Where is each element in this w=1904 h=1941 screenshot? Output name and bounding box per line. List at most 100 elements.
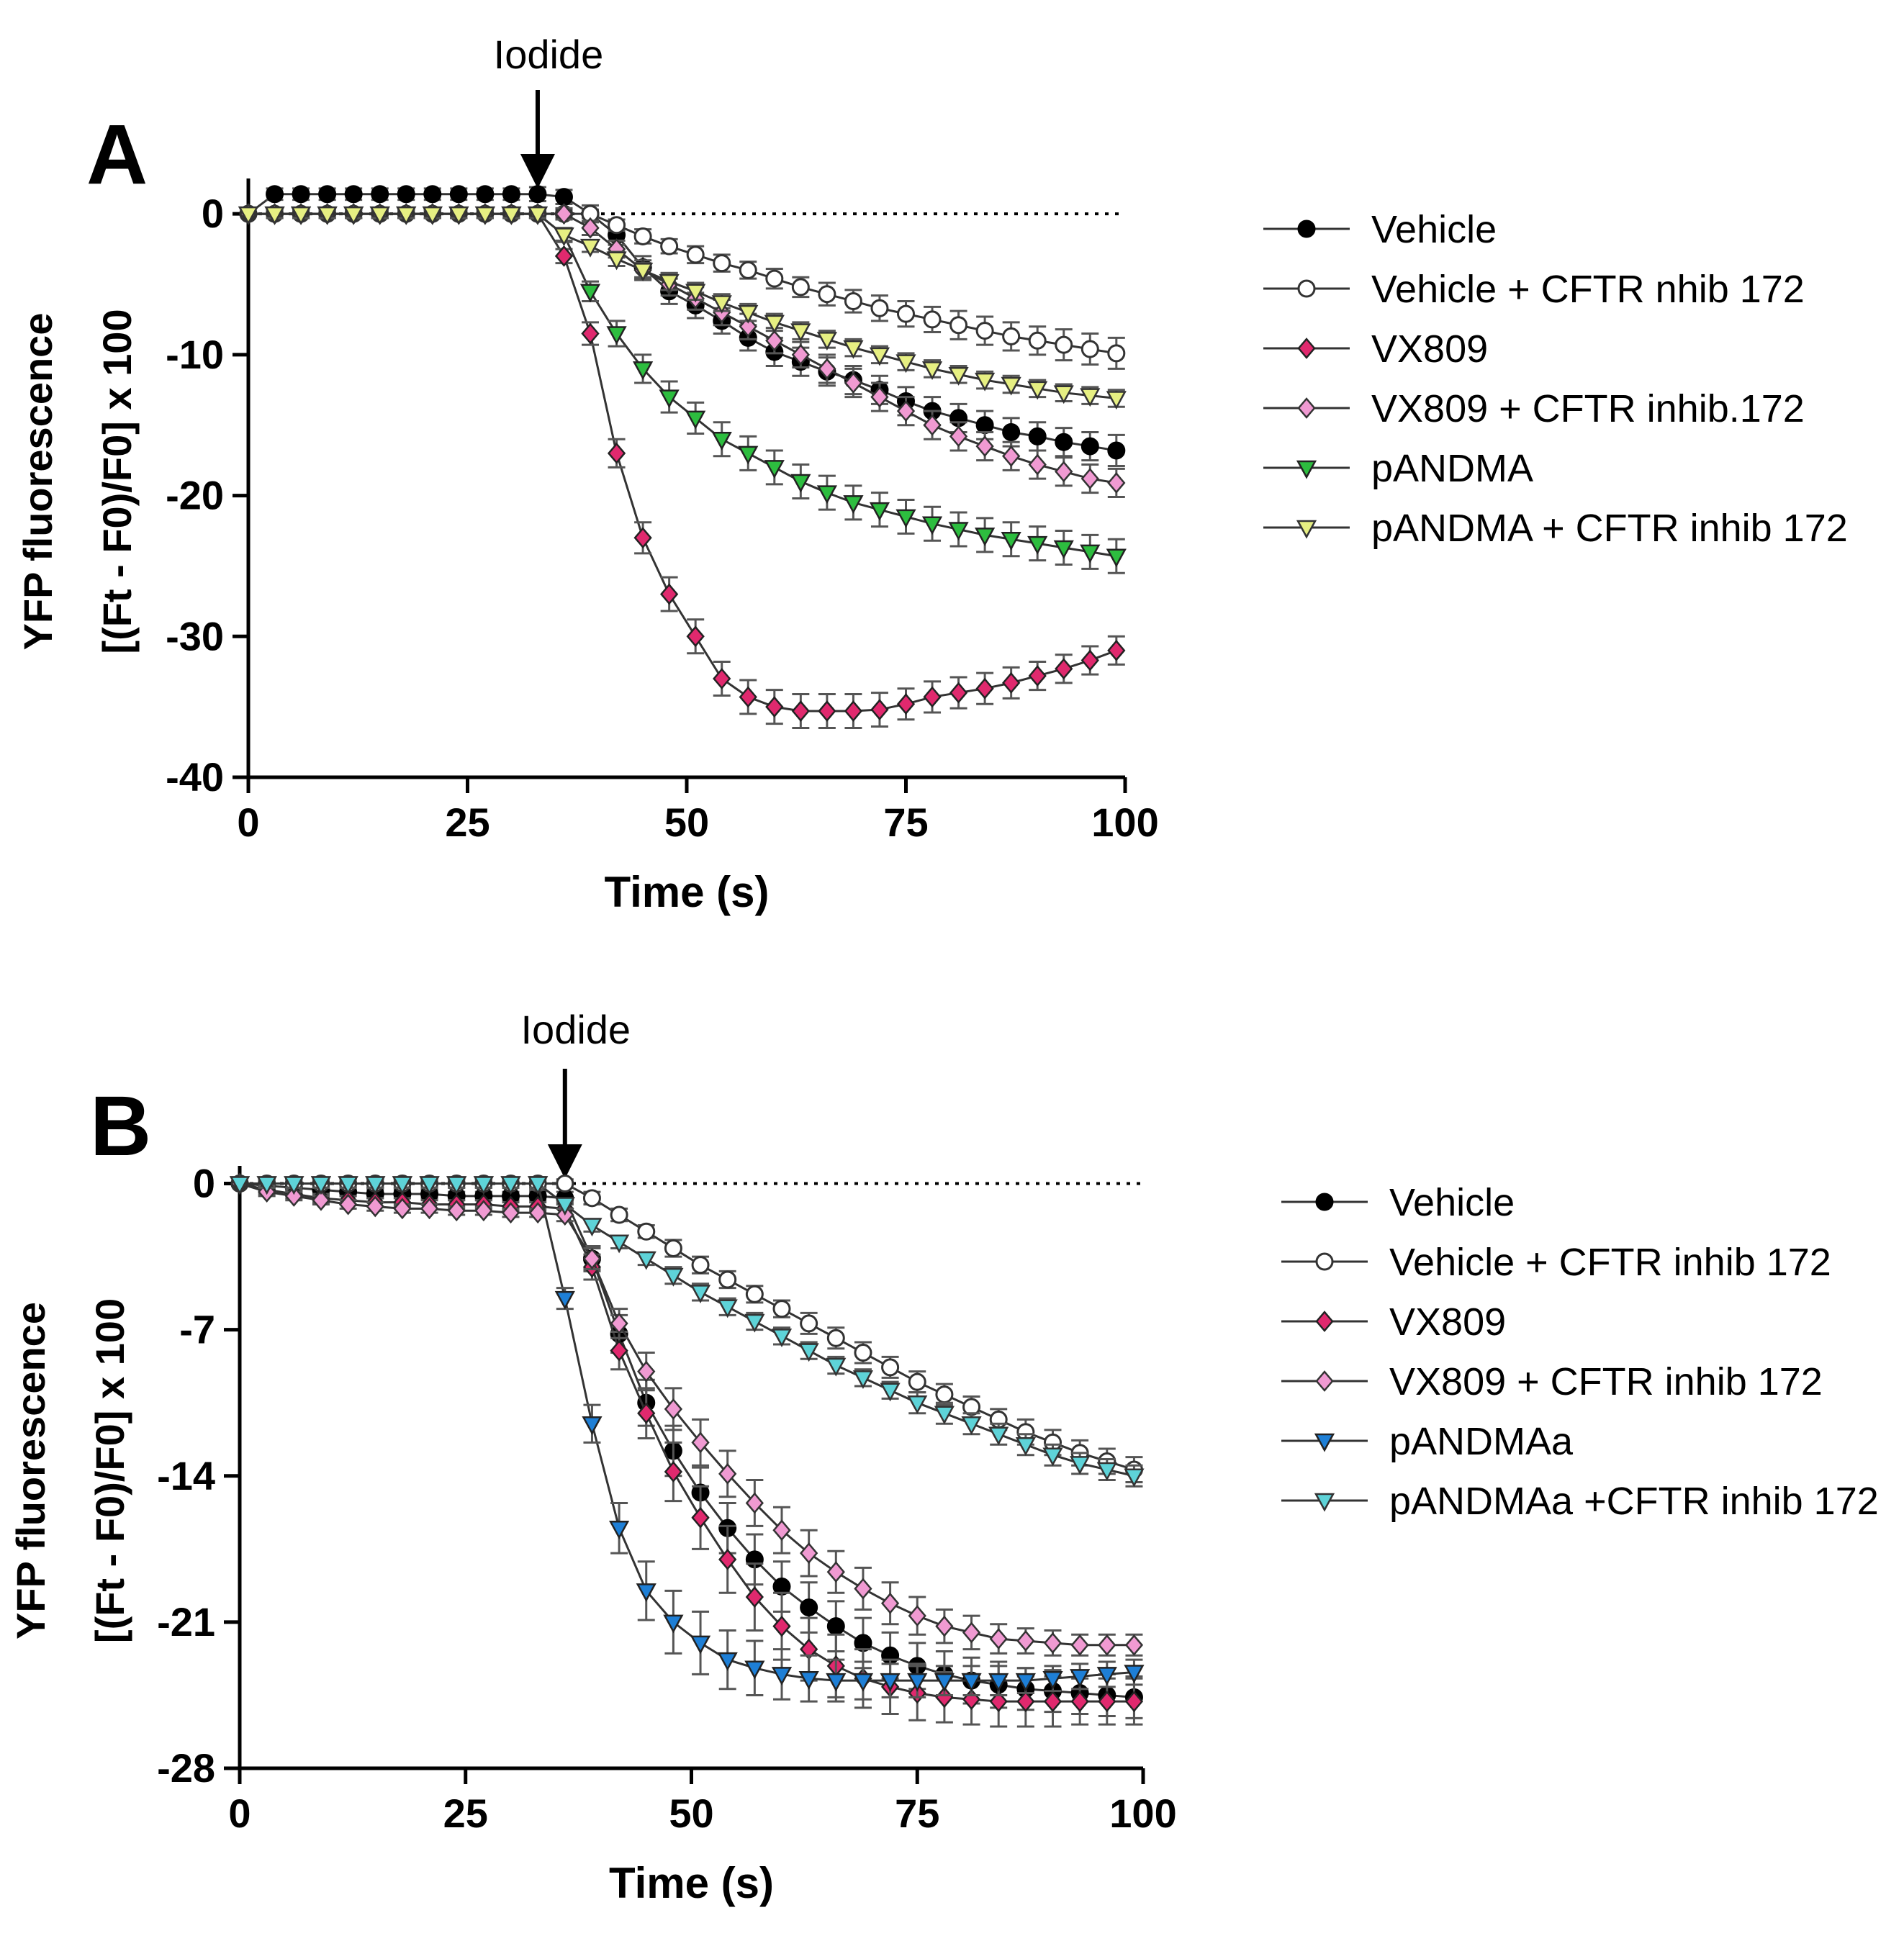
- data-point: [1098, 1691, 1116, 1713]
- data-point: [582, 1416, 603, 1435]
- data-point: [690, 1635, 711, 1655]
- series-pandmaa-cftr-inhib-172: [229, 1176, 1145, 1488]
- data-point: [843, 340, 864, 359]
- panel-a: A 0 25 50 75 100 0 -10 -20 -30 -40 Time (s) YFP fluo…: [15, 32, 1848, 916]
- data-point: [869, 502, 890, 521]
- data-point: [1015, 1673, 1036, 1692]
- data-point: [1080, 649, 1099, 671]
- legend-item: Vehicle: [1263, 208, 1497, 251]
- data-point: [844, 291, 862, 310]
- data-point: [738, 445, 759, 465]
- data-point: [923, 310, 942, 329]
- data-point: [582, 1189, 601, 1208]
- data-point: [772, 1300, 791, 1318]
- data-point: [663, 1614, 684, 1634]
- data-point: [310, 1176, 332, 1195]
- data-point: [800, 1598, 818, 1617]
- data-point: [772, 1615, 791, 1637]
- data-point: [880, 1383, 901, 1402]
- data-point: [975, 322, 994, 340]
- data-point: [1055, 335, 1073, 354]
- data-point: [771, 1329, 793, 1347]
- data-point: [1106, 391, 1127, 410]
- legend-marker: [1297, 279, 1316, 298]
- data-point: [606, 251, 627, 271]
- legend-marker: [1314, 1493, 1335, 1512]
- data-point: [738, 304, 759, 324]
- data-point: [948, 367, 969, 386]
- data-point: [1096, 1667, 1117, 1686]
- data-point: [397, 185, 415, 204]
- data-point: [608, 216, 626, 235]
- data-point: [739, 261, 757, 279]
- legend-item: VX809: [1263, 327, 1488, 371]
- legend-marker: [1297, 338, 1316, 359]
- data-point: [843, 495, 864, 514]
- data-point: [691, 1506, 710, 1529]
- data-point: [1124, 1665, 1145, 1684]
- data-point: [1016, 1691, 1035, 1713]
- data-point: [1107, 344, 1126, 363]
- x-tick-label: 25: [443, 1791, 488, 1836]
- data-point: [771, 1667, 793, 1686]
- data-point: [633, 527, 652, 549]
- data-point: [745, 1586, 764, 1608]
- data-point: [476, 185, 495, 204]
- data-point: [1124, 1634, 1144, 1656]
- data-point: [238, 206, 259, 225]
- data-point: [1043, 1691, 1062, 1713]
- data-point: [1028, 453, 1047, 476]
- data-point: [338, 1193, 358, 1216]
- legend-label: VX809: [1389, 1300, 1506, 1344]
- data-point: [791, 278, 810, 297]
- data-point: [686, 625, 705, 648]
- data-point: [764, 315, 785, 334]
- data-point: [975, 372, 996, 392]
- data-point: [343, 206, 364, 225]
- data-point: [744, 1660, 765, 1680]
- data-point: [554, 245, 574, 267]
- legend-marker: [1315, 1193, 1334, 1211]
- data-point: [870, 699, 889, 720]
- data-point: [473, 1176, 494, 1195]
- legend-label: Vehicle: [1389, 1181, 1515, 1224]
- legend-item: VX809 + CFTR inhib 172: [1281, 1360, 1823, 1403]
- data-point: [949, 682, 968, 704]
- data-point: [826, 1561, 845, 1583]
- data-point: [1080, 340, 1099, 358]
- data-point: [1028, 427, 1047, 445]
- data-point: [690, 1285, 711, 1304]
- legend-label: VX809 + CFTR inhib.172: [1371, 387, 1805, 430]
- data-point: [446, 1176, 467, 1195]
- y-tick-label: 0: [202, 191, 224, 236]
- data-point: [798, 1670, 819, 1690]
- data-point: [772, 1519, 791, 1542]
- legend-label: Vehicle: [1371, 208, 1497, 251]
- x-tick-label: 0: [228, 1791, 251, 1836]
- data-point: [447, 1200, 466, 1222]
- data-point: [312, 1189, 330, 1211]
- data-point: [419, 1176, 440, 1195]
- data-point: [396, 206, 417, 225]
- data-point: [791, 343, 810, 366]
- data-point: [1070, 1669, 1091, 1688]
- legend: Vehicle Vehicle + CFTR inhib 172 VX809 VX80…: [1281, 1181, 1879, 1523]
- data-point: [818, 700, 836, 722]
- data-point: [579, 284, 601, 303]
- data-point: [923, 414, 942, 436]
- data-point: [896, 400, 916, 422]
- data-point: [606, 326, 627, 345]
- data-point: [818, 358, 836, 380]
- data-point: [949, 425, 968, 448]
- data-point: [988, 1426, 1009, 1446]
- series-line: [239, 1182, 1134, 1647]
- data-point: [338, 1176, 358, 1195]
- data-point: [554, 227, 574, 247]
- y-tick-label: -40: [166, 754, 224, 800]
- legend-marker: [1296, 520, 1317, 539]
- y-tick-label: -14: [157, 1453, 215, 1498]
- data-point: [554, 203, 574, 225]
- data-point: [371, 185, 389, 204]
- y-tick-label: -21: [157, 1599, 215, 1644]
